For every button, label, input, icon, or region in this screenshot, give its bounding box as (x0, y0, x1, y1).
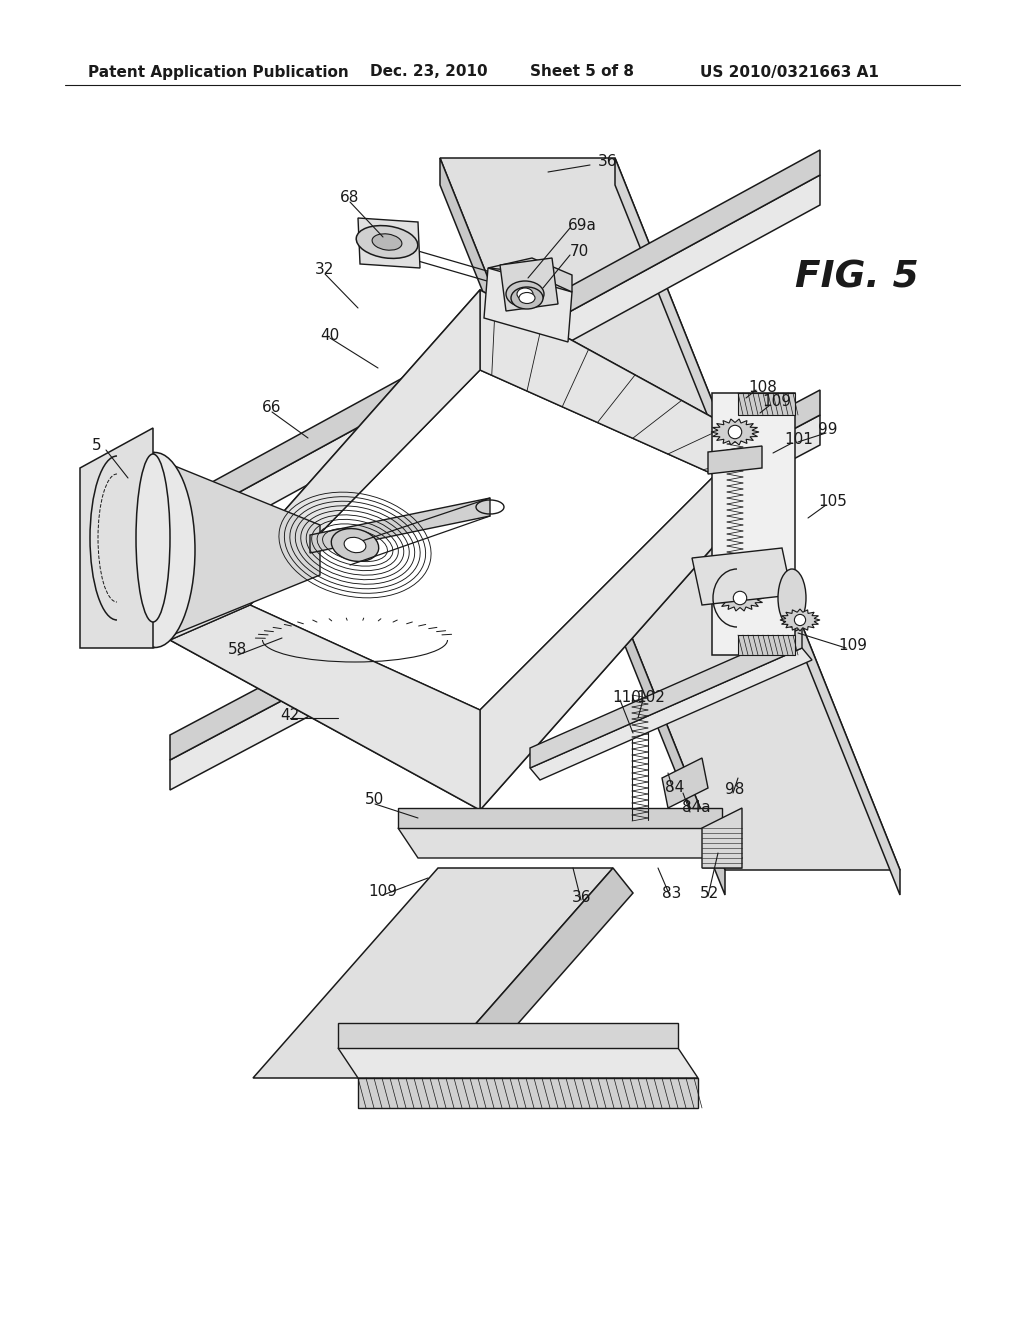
Polygon shape (253, 869, 613, 1078)
Text: 84a: 84a (682, 800, 711, 816)
Text: FIG. 5: FIG. 5 (795, 260, 919, 296)
Text: 52: 52 (700, 886, 719, 900)
Polygon shape (398, 808, 722, 828)
Polygon shape (780, 609, 820, 631)
Ellipse shape (517, 288, 534, 300)
Polygon shape (711, 418, 759, 445)
Text: 83: 83 (662, 886, 681, 900)
Ellipse shape (506, 281, 544, 308)
Text: 108: 108 (748, 380, 777, 395)
Text: 69a: 69a (568, 218, 597, 232)
Text: 109: 109 (368, 884, 397, 899)
Circle shape (733, 591, 746, 605)
Circle shape (728, 425, 741, 438)
Text: 105: 105 (818, 495, 847, 510)
Polygon shape (80, 428, 153, 648)
Text: 110: 110 (612, 689, 641, 705)
Polygon shape (170, 605, 480, 810)
Polygon shape (716, 585, 764, 611)
Polygon shape (530, 628, 802, 768)
Polygon shape (500, 257, 558, 312)
Text: 84: 84 (665, 780, 684, 795)
Text: 68: 68 (340, 190, 359, 206)
Polygon shape (530, 648, 812, 780)
Polygon shape (160, 459, 319, 640)
Text: 99: 99 (818, 422, 838, 437)
Circle shape (795, 614, 806, 626)
Polygon shape (708, 446, 762, 474)
Text: 36: 36 (598, 154, 617, 169)
Polygon shape (310, 498, 490, 553)
Text: Patent Application Publication: Patent Application Publication (88, 65, 349, 79)
Text: 102: 102 (636, 689, 665, 705)
Polygon shape (480, 459, 790, 810)
Polygon shape (338, 1048, 698, 1078)
Ellipse shape (136, 454, 170, 622)
Polygon shape (484, 268, 572, 342)
Polygon shape (170, 389, 820, 760)
Text: US 2010/0321663 A1: US 2010/0321663 A1 (700, 65, 879, 79)
Text: 36: 36 (572, 890, 592, 904)
Ellipse shape (372, 234, 401, 251)
Polygon shape (615, 158, 900, 895)
Text: Sheet 5 of 8: Sheet 5 of 8 (530, 65, 634, 79)
Polygon shape (250, 370, 715, 710)
Polygon shape (428, 869, 633, 1104)
Polygon shape (358, 1078, 698, 1107)
Text: Dec. 23, 2010: Dec. 23, 2010 (370, 65, 487, 79)
Text: 50: 50 (365, 792, 384, 808)
Polygon shape (692, 548, 792, 605)
Text: 109: 109 (762, 395, 791, 409)
Ellipse shape (344, 537, 366, 553)
Ellipse shape (115, 453, 195, 648)
Polygon shape (170, 414, 820, 789)
Text: 109: 109 (838, 638, 867, 652)
Polygon shape (480, 290, 790, 475)
Polygon shape (170, 290, 790, 810)
Ellipse shape (511, 286, 543, 309)
Text: 40: 40 (319, 327, 339, 342)
Polygon shape (170, 290, 480, 640)
Text: 42: 42 (280, 708, 299, 722)
Polygon shape (440, 158, 900, 870)
Polygon shape (738, 635, 795, 655)
Polygon shape (170, 176, 820, 560)
Text: 98: 98 (725, 783, 744, 797)
Ellipse shape (332, 528, 379, 561)
Ellipse shape (356, 226, 418, 259)
Text: 32: 32 (315, 263, 335, 277)
Text: 58: 58 (228, 643, 247, 657)
Text: 5: 5 (92, 437, 101, 453)
Text: 70: 70 (570, 244, 589, 260)
Polygon shape (440, 158, 725, 895)
Polygon shape (398, 828, 742, 858)
Text: 66: 66 (262, 400, 282, 416)
Ellipse shape (519, 293, 535, 304)
Polygon shape (338, 1023, 678, 1048)
Ellipse shape (778, 569, 806, 627)
Polygon shape (488, 257, 572, 292)
Polygon shape (738, 393, 795, 414)
Text: 101: 101 (784, 433, 813, 447)
Polygon shape (702, 808, 742, 869)
Polygon shape (712, 393, 795, 655)
Polygon shape (358, 218, 420, 268)
Polygon shape (662, 758, 708, 808)
Polygon shape (170, 150, 820, 531)
